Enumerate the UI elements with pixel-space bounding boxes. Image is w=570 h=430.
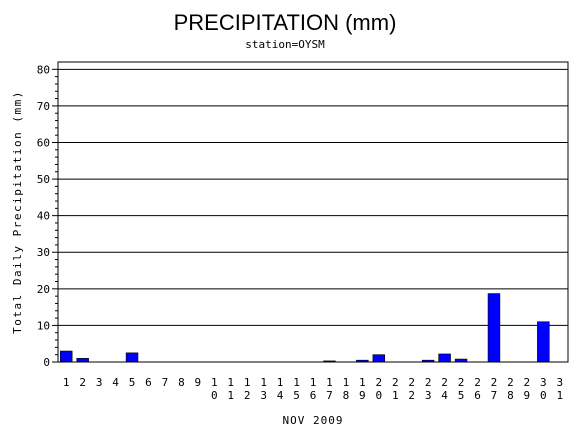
bars — [60, 293, 550, 363]
y-tick-label: 80 — [37, 63, 50, 76]
x-axis-ticks: 1 2 3 4 5 6 7 8 9 1 01 11 21 31 41 51 61 71 81 92 02 12 22 32 42… — [63, 376, 563, 402]
x-tick-label: 9 — [195, 376, 202, 389]
gridlines — [58, 68, 568, 326]
x-tick-label: 8 — [178, 376, 185, 389]
y-tick-label: 70 — [37, 100, 50, 113]
x-tick-label: 6 — [145, 376, 152, 389]
chart-subtitle: station=OYSM — [245, 38, 325, 51]
x-axis-label: NOV 2009 — [283, 414, 344, 427]
x-tick-label: 4 — [112, 376, 119, 389]
bar-day-5 — [125, 352, 139, 363]
x-tick-label: 1 — [63, 376, 70, 389]
bar-day-2 — [76, 358, 89, 363]
plot-frame — [57, 61, 569, 363]
y-tick-label: 30 — [37, 246, 50, 259]
x-tick-label: 5 — [129, 376, 136, 389]
y-axis-label: Total Daily Precipitation (mm) — [11, 90, 24, 334]
bar-day-27 — [487, 293, 501, 363]
bar-day-24 — [438, 353, 451, 363]
y-tick-label: 50 — [37, 173, 50, 186]
x-tick-label: 7 — [162, 376, 169, 389]
chart-title: PRECIPITATION (mm) — [174, 10, 397, 35]
y-tick-label: 60 — [37, 136, 50, 149]
y-tick-label: 20 — [37, 283, 50, 296]
bar-day-30 — [537, 321, 550, 363]
y-tick-label: 0 — [43, 356, 50, 369]
y-tick-label: 40 — [37, 210, 50, 223]
x-tick-label: 2 — [79, 376, 86, 389]
bar-day-1 — [60, 350, 73, 363]
bar-day-20 — [372, 354, 386, 363]
x-tick-label: 3 — [96, 376, 103, 389]
y-tick-label: 10 — [37, 319, 50, 332]
y-axis-ticks: 0 10 20 30 40 50 60 70 80 — [37, 63, 58, 369]
